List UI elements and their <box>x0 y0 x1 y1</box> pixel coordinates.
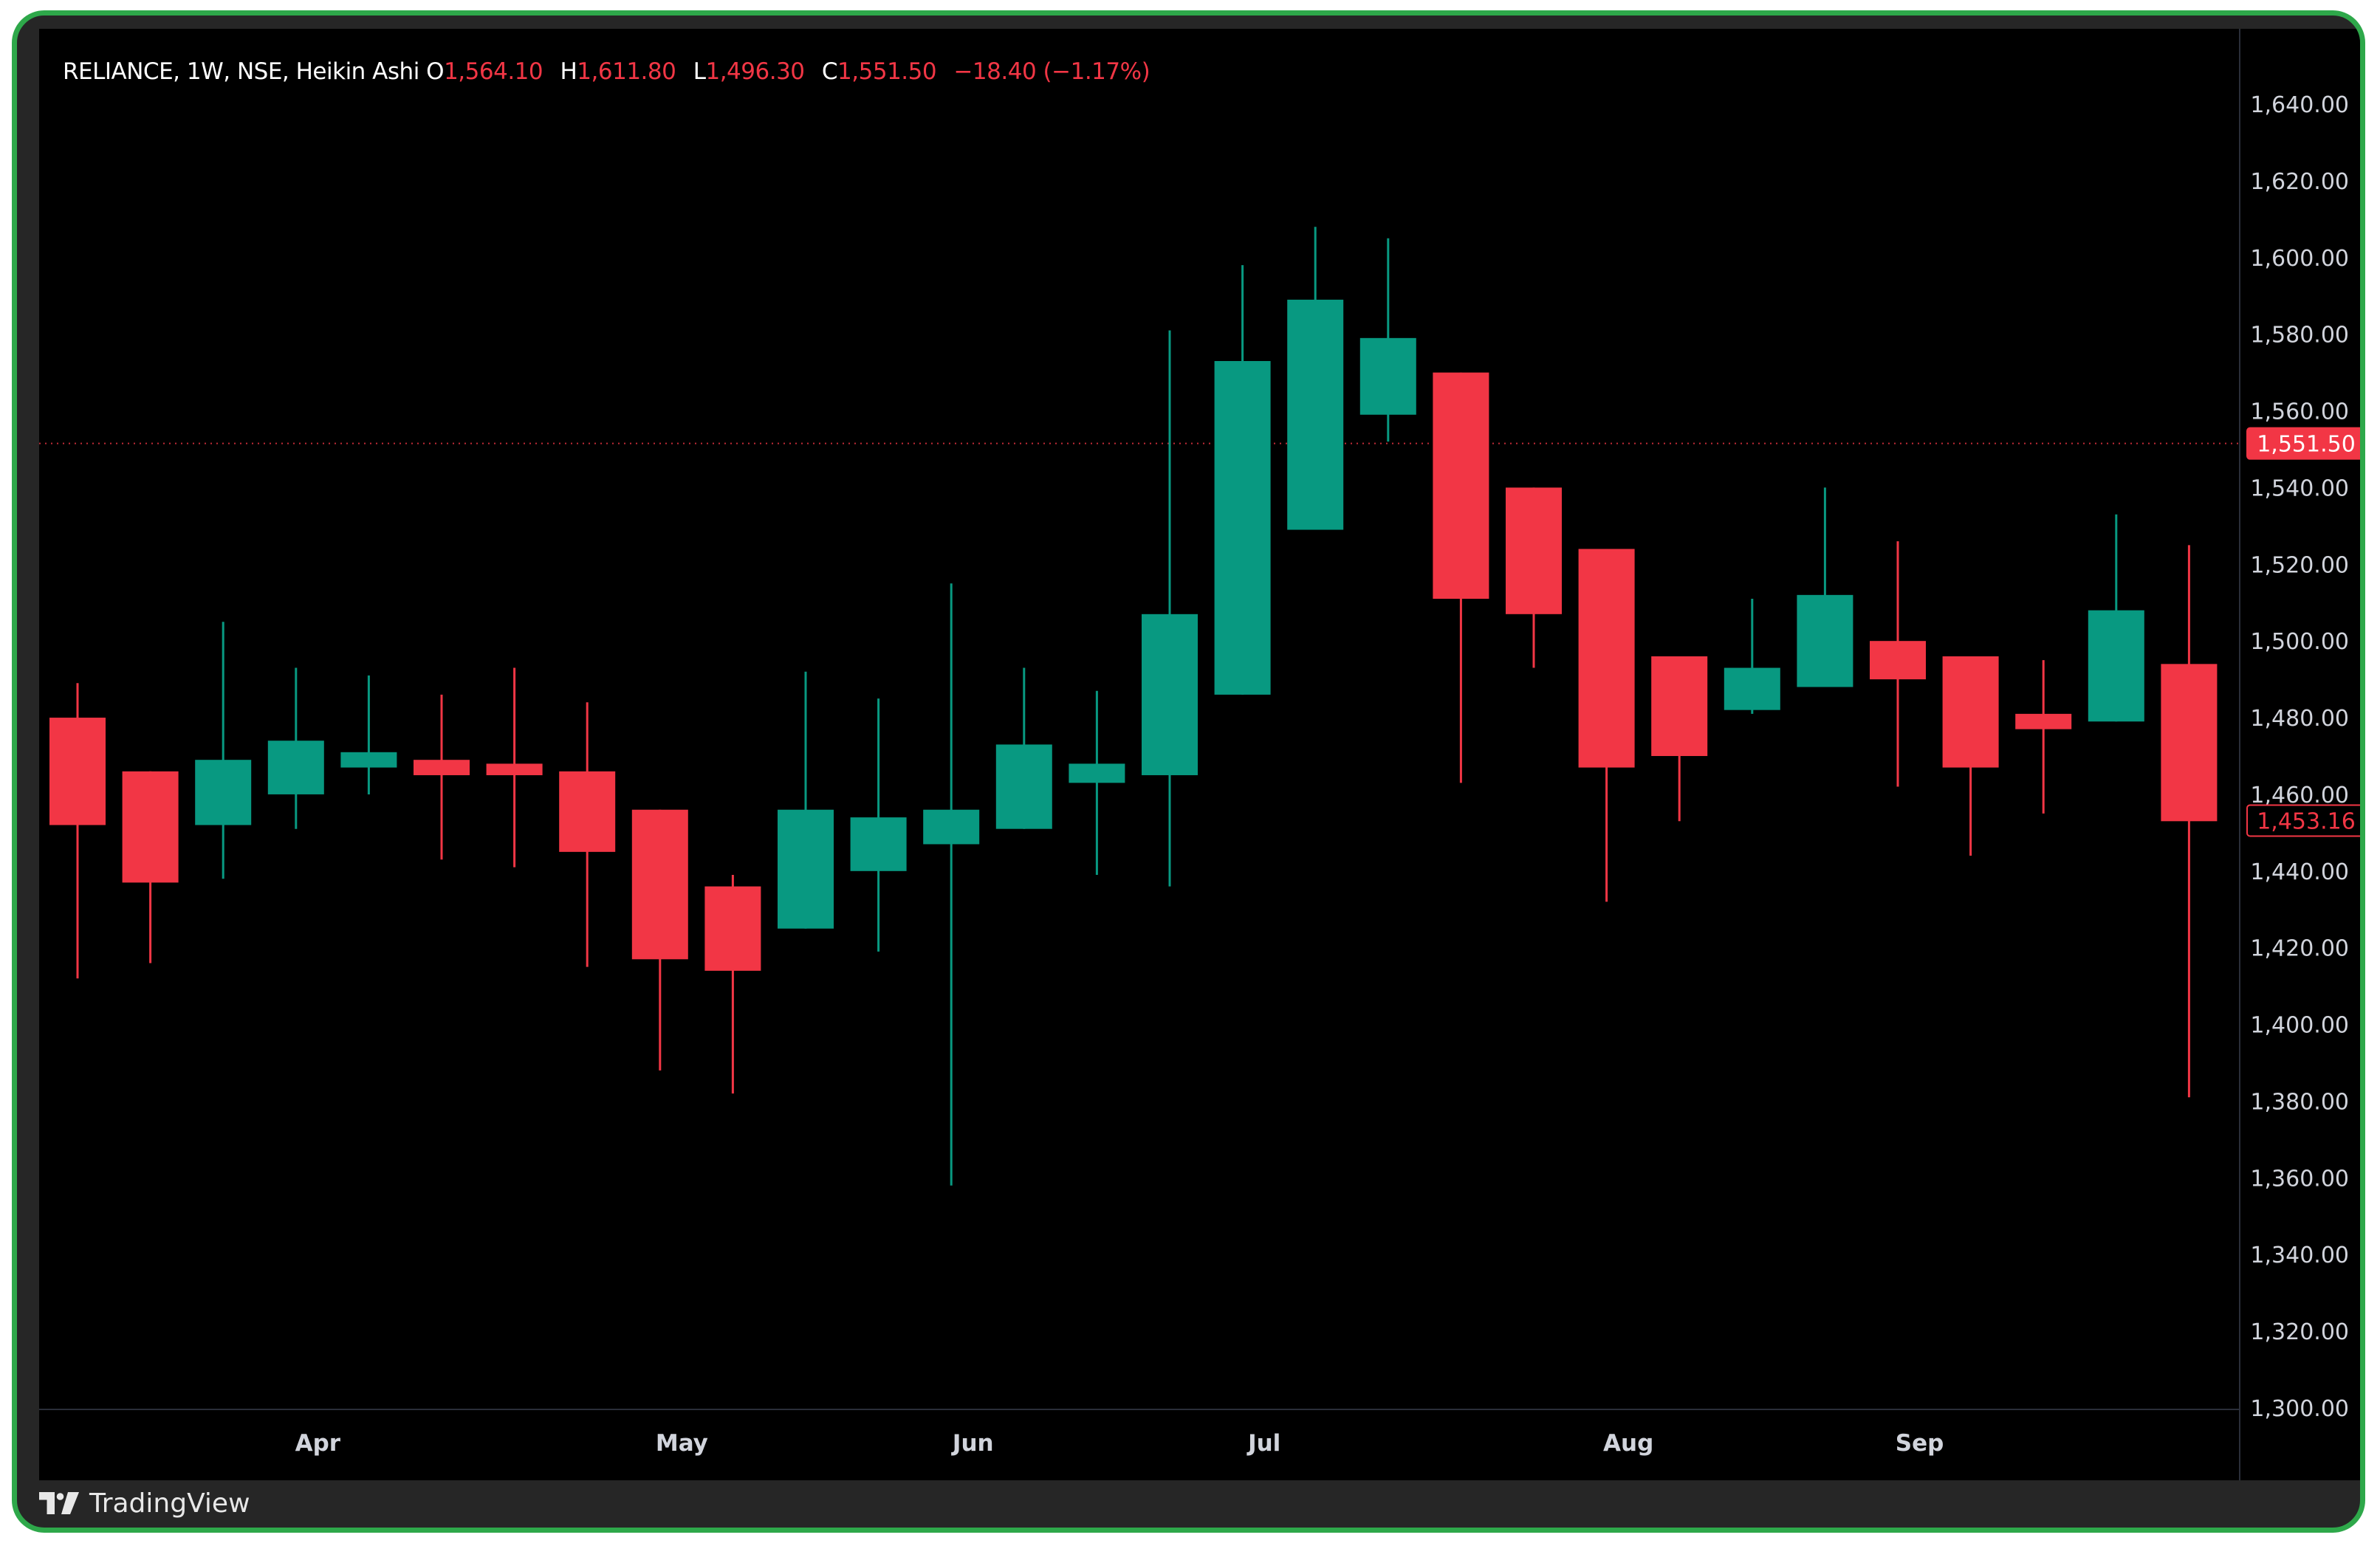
y-tick-label: 1,580.00 <box>2250 323 2349 348</box>
y-tick-label: 1,500.00 <box>2250 629 2349 655</box>
tradingview-logo-icon[interactable] <box>39 1492 79 1514</box>
y-tick-label: 1,360.00 <box>2250 1166 2349 1192</box>
candle-body <box>414 760 470 775</box>
candle-body <box>1142 614 1198 775</box>
candle-body <box>1287 299 1344 530</box>
legend-high-label: H <box>560 58 577 85</box>
x-tick-label: Sep <box>1896 1430 1944 1457</box>
candle-body <box>995 744 1052 829</box>
candle-body <box>1506 487 1562 614</box>
legend-open-label: O <box>426 58 445 85</box>
y-tick-label: 1,600.00 <box>2250 246 2349 272</box>
candle-body <box>1069 763 1125 783</box>
candle-body <box>340 752 397 768</box>
y-tick-label: 1,540.00 <box>2250 475 2349 501</box>
candle-body <box>1870 641 1926 680</box>
chart-frame: 1,640.00 1,620.00 1,600.00 1,580.00 1,560.00… <box>12 10 2365 1533</box>
candle-body <box>923 809 980 845</box>
candle-body <box>1942 656 1999 768</box>
candle-body <box>195 760 252 825</box>
y-tick-label: 1,560.00 <box>2250 399 2349 425</box>
y-tick-label: 1,340.00 <box>2250 1243 2349 1268</box>
legend-open-value: 1,564.10 <box>444 58 543 85</box>
y-tick-label: 1,420.00 <box>2250 936 2349 962</box>
candle-body <box>1578 549 1635 768</box>
y-tick-label: 1,320.00 <box>2250 1319 2349 1345</box>
candle-body <box>1433 372 1489 599</box>
y-tick-label: 1,520.00 <box>2250 552 2349 578</box>
legend-low-label: L <box>693 58 706 85</box>
y-tick-label: 1,300.00 <box>2250 1396 2349 1422</box>
x-tick-label: Apr <box>295 1430 341 1457</box>
y-tick-label: 1,640.00 <box>2250 92 2349 118</box>
legend-low-value: 1,496.30 <box>705 58 805 85</box>
legend-close-value: 1,551.50 <box>837 58 937 85</box>
x-tick-label: May <box>656 1430 708 1457</box>
price-marker-label: 1,453.16 <box>2257 808 2356 834</box>
candle-body <box>2015 713 2072 729</box>
candle-body <box>778 809 834 929</box>
chart-area[interactable]: 1,640.00 1,620.00 1,600.00 1,580.00 1,560.00… <box>39 29 2365 1480</box>
candle-body <box>2088 610 2144 722</box>
symbol-legend: RELIANCE, 1W, NSE, Heikin Ashi O1,564.10… <box>63 58 1160 85</box>
y-tick-label: 1,440.00 <box>2250 859 2349 885</box>
y-tick-label: 1,460.00 <box>2250 783 2349 808</box>
legend-change-value: −18.40 (−1.17%) <box>953 58 1150 85</box>
y-tick-label: 1,380.00 <box>2250 1089 2349 1115</box>
price-marker-box <box>2246 804 2360 837</box>
legend-close-label: C <box>821 58 838 85</box>
candle-body <box>2161 664 2218 822</box>
tradingview-wordmark[interactable]: TradingView <box>89 1488 250 1519</box>
price-marker-label: 1,551.50 <box>2257 432 2356 458</box>
x-tick-label: Jun <box>951 1430 994 1457</box>
y-tick-label: 1,480.00 <box>2250 706 2349 732</box>
candle-body <box>267 741 324 794</box>
price-marker-box <box>2246 427 2360 460</box>
candle-body <box>1651 656 1708 756</box>
x-tick-label: Jul <box>1246 1430 1280 1457</box>
candle-body <box>122 771 179 883</box>
y-tick-label: 1,620.00 <box>2250 169 2349 195</box>
candle-body <box>1359 337 1416 415</box>
candle-body <box>486 763 543 775</box>
y-tick-label: 1,400.00 <box>2250 1013 2349 1039</box>
candle-body <box>49 718 106 825</box>
candle-body <box>704 886 761 971</box>
candle-body <box>1214 361 1271 695</box>
candle-body <box>850 817 907 871</box>
footer-branding: TradingView <box>39 1477 250 1528</box>
candlestick-chart[interactable]: 1,640.00 1,620.00 1,600.00 1,580.00 1,560.00… <box>39 29 2365 1480</box>
legend-high-value: 1,611.80 <box>577 58 676 85</box>
candle-body <box>1724 667 1780 710</box>
legend-symbol: RELIANCE, 1W, NSE, Heikin Ashi <box>63 58 419 85</box>
x-tick-label: Aug <box>1603 1430 1653 1457</box>
candle-body <box>559 771 616 852</box>
candle-body <box>631 809 688 960</box>
candle-body <box>1797 594 1853 687</box>
